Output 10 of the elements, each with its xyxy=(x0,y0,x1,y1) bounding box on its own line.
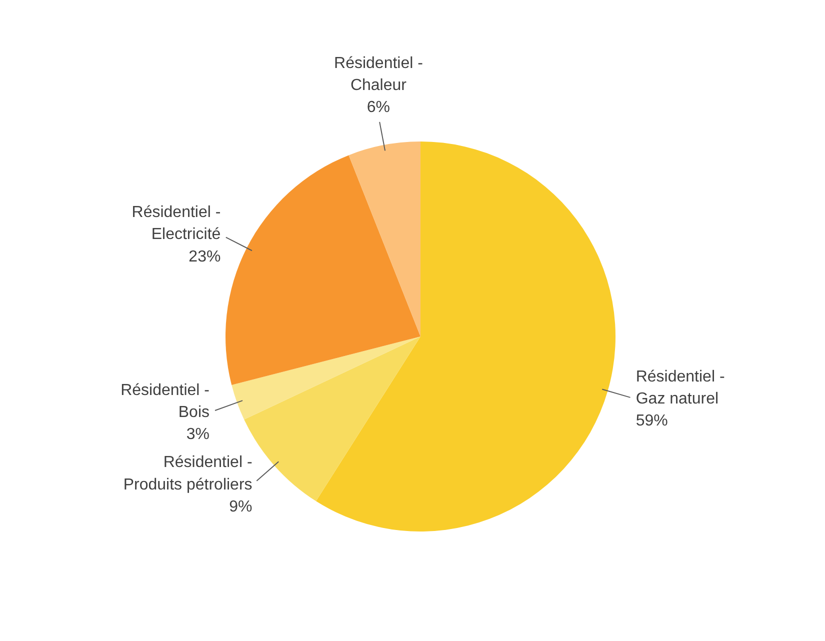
data-label: 59% xyxy=(636,412,668,430)
data-label: 6% xyxy=(366,99,390,116)
data-label: 9% xyxy=(229,498,252,516)
data-label: 3% xyxy=(186,426,210,444)
slice-label: Résidentiel - Electricité xyxy=(132,204,221,244)
slice-label: Résidentiel - Produits pétroliers xyxy=(123,454,252,494)
slice-label: Résidentiel - Gaz naturel xyxy=(636,368,725,408)
slice-label: Résidentiel - Bois xyxy=(120,382,210,421)
slice-label: Résidentiel - Chaleur xyxy=(334,55,423,94)
data-label: 23% xyxy=(188,248,221,266)
